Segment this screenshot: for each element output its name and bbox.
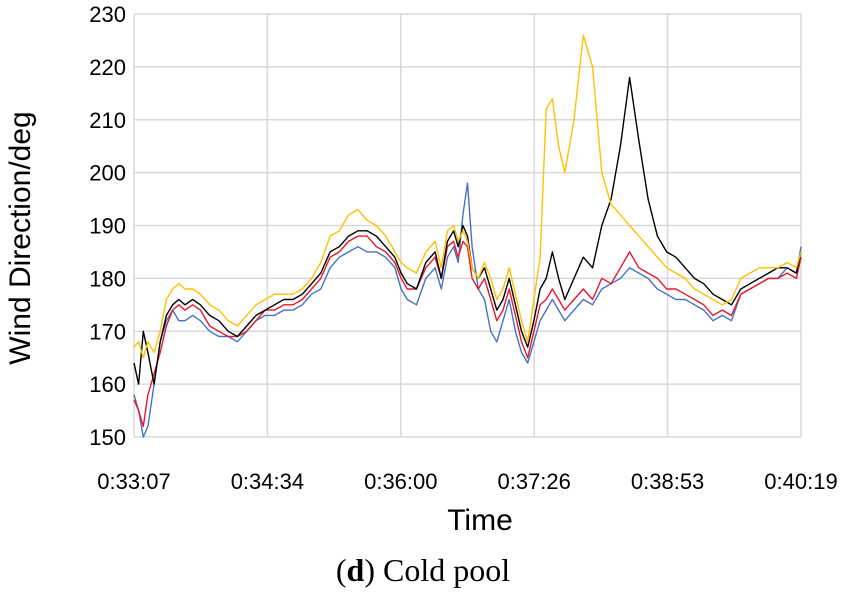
x-axis-label: Time xyxy=(447,504,513,537)
y-axis-label: Wind Direction/deg xyxy=(4,111,37,364)
y-tick-label-8: 230 xyxy=(89,2,126,27)
caption-prefix: ( xyxy=(335,552,347,588)
caption-text: ) Cold pool xyxy=(364,552,511,588)
x-tick-label-4: 0:38:53 xyxy=(631,469,704,494)
y-tick-label-4: 190 xyxy=(89,214,126,239)
gridlines xyxy=(133,13,802,438)
series-line-3 xyxy=(133,76,802,385)
y-tick-label-5: 200 xyxy=(89,161,126,186)
y-tick-labels: 150 160 170 180 190 200 210 220 230 xyxy=(89,2,126,450)
wind-direction-chart: 150 160 170 180 190 200 210 220 230 0:33:07 0:34:… xyxy=(4,2,838,537)
series-line-4 xyxy=(133,34,802,359)
x-tick-labels: 0:33:07 0:34:34 0:36:00 0:37:26 0:38:53 0:40:… xyxy=(97,469,837,494)
caption-letter: d xyxy=(346,552,365,588)
figure-caption: (d) Cold pool xyxy=(0,552,846,589)
x-tick-label-3: 0:37:26 xyxy=(497,469,570,494)
series-line-1 xyxy=(133,182,802,438)
x-tick-label-2: 0:36:00 xyxy=(364,469,437,494)
x-tick-label-5: 0:40:19 xyxy=(764,469,837,494)
y-tick-label-2: 170 xyxy=(89,319,126,344)
series-layer xyxy=(133,34,802,438)
y-tick-label-3: 180 xyxy=(89,266,126,291)
y-tick-label-0: 150 xyxy=(89,425,126,450)
series-line-2 xyxy=(133,235,802,428)
y-tick-label-7: 220 xyxy=(89,55,126,80)
x-tick-label-1: 0:34:34 xyxy=(231,469,304,494)
y-tick-label-6: 210 xyxy=(89,108,126,133)
x-tick-label-0: 0:33:07 xyxy=(97,469,170,494)
y-tick-label-1: 160 xyxy=(89,372,126,397)
